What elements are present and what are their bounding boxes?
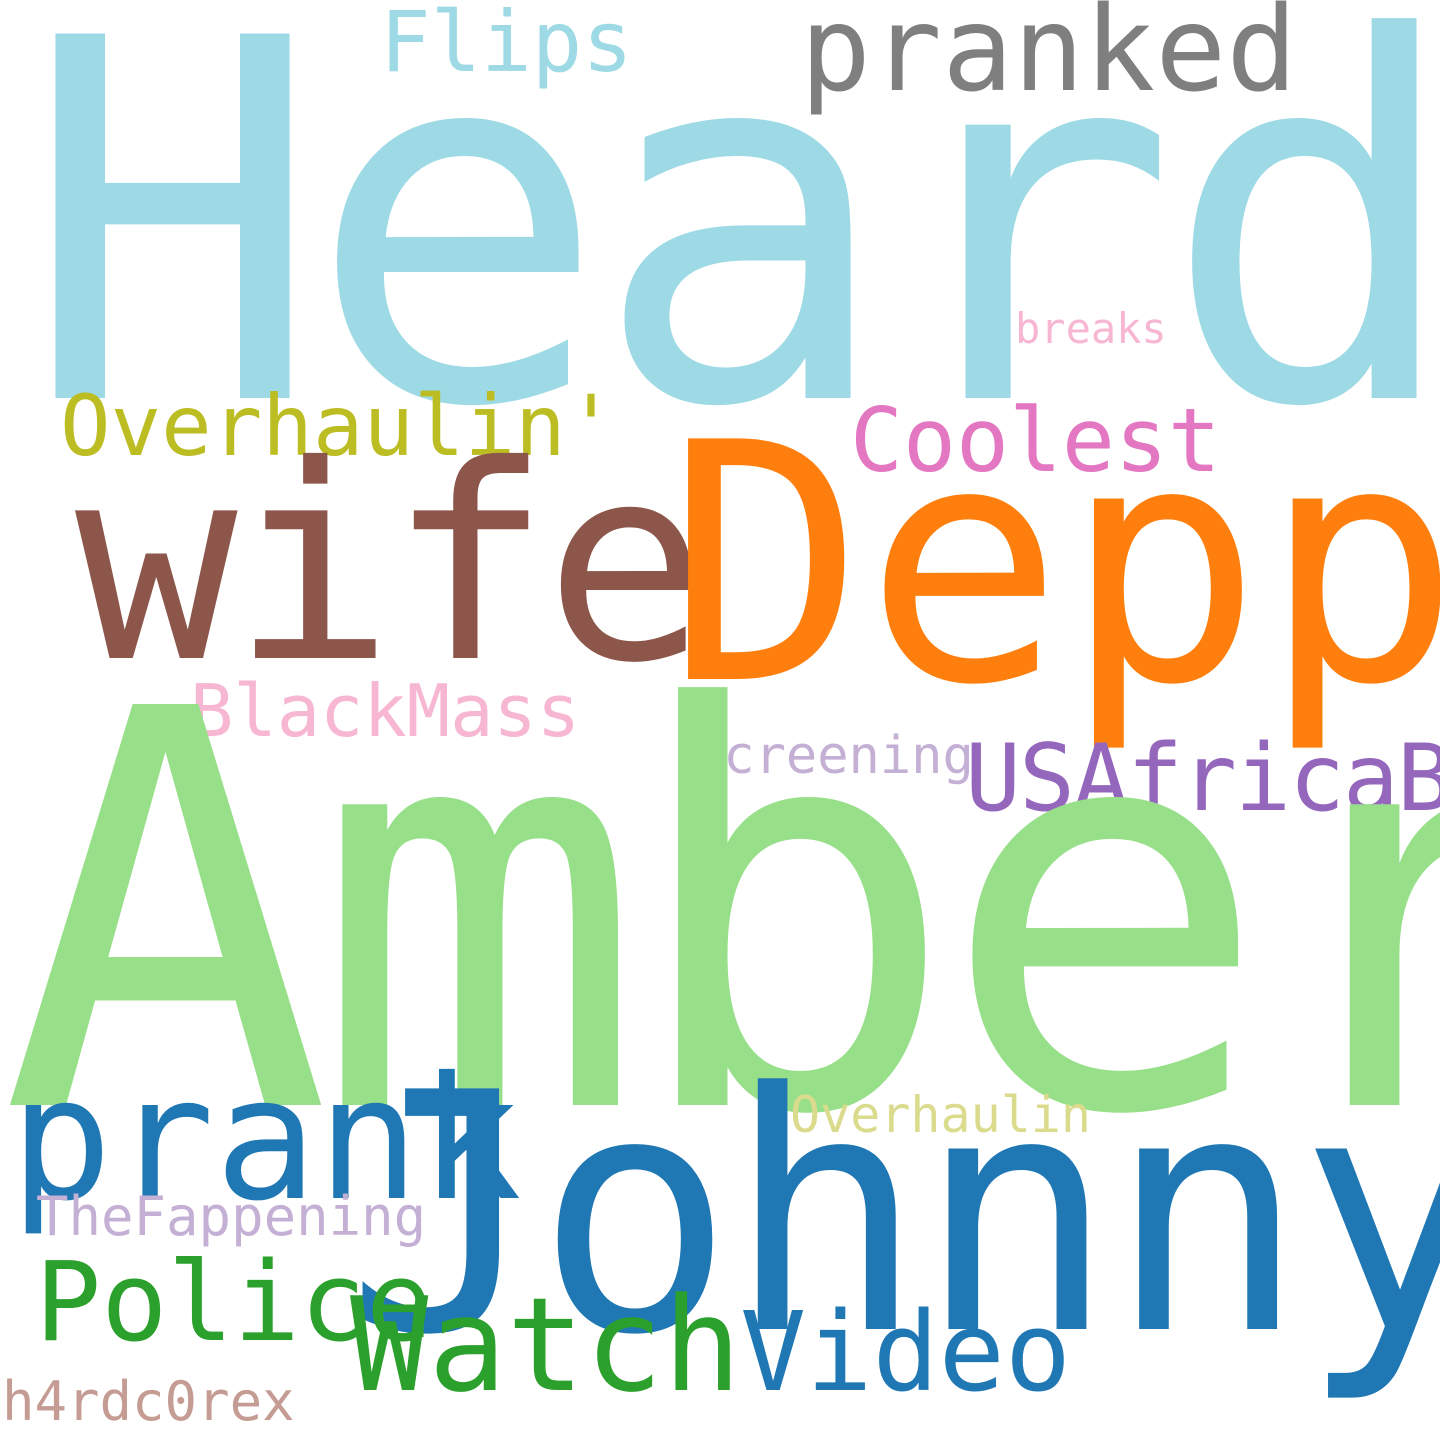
word-overhaulin: Overhaulin	[790, 1086, 1092, 1144]
word-depp: Depp	[666, 373, 1440, 757]
word-wife: wife	[75, 407, 707, 722]
word-police: Police	[35, 1238, 433, 1366]
word-usafricabf: USAfricaBF	[965, 724, 1440, 832]
word-video: Video	[740, 1288, 1072, 1416]
word-blackmass: BlackMass	[190, 669, 581, 753]
word-flips: Flips	[380, 0, 633, 91]
word-breaks: breaks	[1015, 304, 1167, 353]
word-johnny: Johnny	[345, 1023, 1440, 1407]
word-h4rdc0rex: h4rdc0rex	[2, 1370, 295, 1433]
word-coolest: Coolest	[850, 389, 1221, 492]
word-prank: prank	[10, 1041, 522, 1239]
word-watch: Watch	[350, 1269, 742, 1421]
word-amber: Amber	[0, 594, 1440, 1235]
word-thefappening: TheFappening	[36, 1185, 427, 1248]
word-screening: screening	[692, 726, 974, 786]
word-overhaulin-apostrophe: Overhaulin'	[60, 377, 617, 475]
word-pranked: pranked	[800, 0, 1298, 118]
word-heard: Heard	[22, 0, 1440, 516]
